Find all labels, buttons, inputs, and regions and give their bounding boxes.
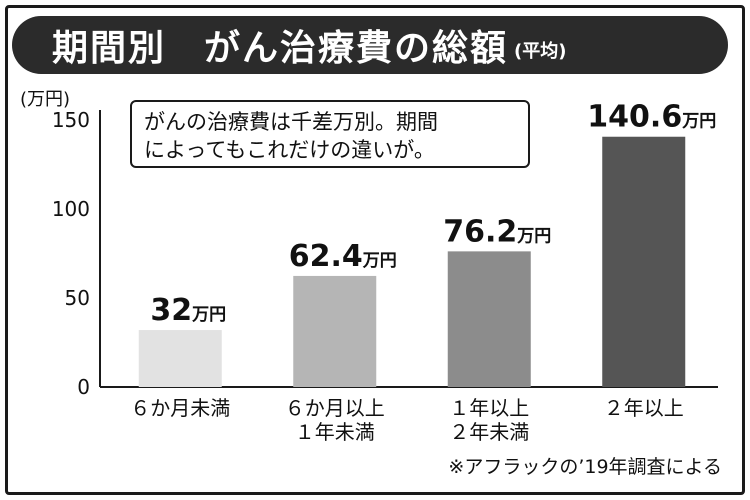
bar bbox=[447, 251, 531, 387]
data-label: 32万円 bbox=[150, 293, 226, 328]
bar bbox=[602, 136, 686, 387]
annotation-line-1: がんの治療費は千差万別。期間 bbox=[144, 110, 438, 134]
annotation-box: がんの治療費は千差万別。期間 によってもこれだけの違いが。 bbox=[130, 100, 530, 168]
bar bbox=[293, 275, 377, 387]
data-label: 140.6万円 bbox=[587, 100, 716, 135]
y-tick-label: 50 bbox=[65, 286, 90, 310]
y-tick-label: 0 bbox=[77, 375, 90, 399]
x-category-label: ６か月未満 bbox=[130, 396, 230, 420]
title-bar: 期間別 がん治療費の総額 (平均) bbox=[12, 16, 728, 74]
y-tick-label: 100 bbox=[52, 197, 90, 221]
x-category-label: ２年以上 bbox=[604, 396, 684, 420]
annotation-line-2: によってもこれだけの違いが。 bbox=[144, 138, 435, 162]
x-category-label: １年以上 bbox=[449, 396, 529, 420]
x-category-label: ２年未満 bbox=[449, 420, 529, 444]
chart-subtitle: (平均) bbox=[514, 41, 567, 62]
bar bbox=[138, 330, 222, 387]
x-category-label: ６か月以上 bbox=[285, 396, 385, 420]
x-category-label: １年未満 bbox=[295, 420, 375, 444]
source-note: ※アフラックの’19年調査による bbox=[448, 456, 722, 478]
data-label: 62.4万円 bbox=[289, 239, 397, 274]
y-tick-label: 150 bbox=[52, 108, 90, 132]
y-axis-unit-label: (万円) bbox=[20, 89, 71, 110]
data-label: 76.2万円 bbox=[443, 214, 551, 249]
chart-title: 期間別 がん治療費の総額 bbox=[52, 28, 509, 69]
